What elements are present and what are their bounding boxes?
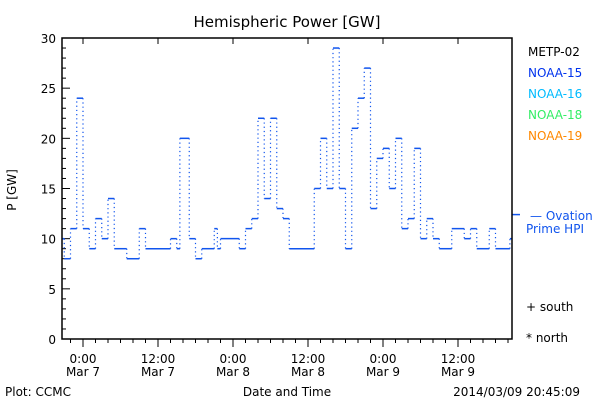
x-tick-label-date: Mar 7 xyxy=(66,365,100,379)
legend-entry-noaa-19: NOAA-19 xyxy=(528,129,582,143)
y-tick-label: 30 xyxy=(41,32,56,46)
plot-frame xyxy=(61,37,513,340)
footer-left: Plot: CCMC xyxy=(5,385,71,399)
footer-timestamp: 2014/03/09 20:45:09 xyxy=(453,385,580,399)
y-tick-label: 25 xyxy=(41,82,56,96)
x-tick-label-date: Mar 8 xyxy=(216,365,250,379)
x-axis-label: Date and Time xyxy=(243,385,331,399)
x-tick-label-date: Mar 7 xyxy=(141,365,175,379)
legend-entry-noaa-16: NOAA-16 xyxy=(528,87,582,101)
x-tick-label-time: 0:00 xyxy=(220,352,247,366)
y-tick-label: 10 xyxy=(41,233,56,247)
ovation-legend-line1: — Ovation xyxy=(530,209,593,223)
legend-entry-noaa-15: NOAA-15 xyxy=(528,66,582,80)
north-marker-legend: * north xyxy=(526,331,568,345)
y-tick-label: 5 xyxy=(48,283,56,297)
chart-title: Hemispheric Power [GW] xyxy=(194,13,381,31)
legend-entry-noaa-18: NOAA-18 xyxy=(528,108,582,122)
x-tick-label-time: 12:00 xyxy=(441,352,476,366)
y-tick-label: 20 xyxy=(41,132,56,146)
x-tick-label-date: Mar 9 xyxy=(366,365,400,379)
y-axis-label: P [GW] xyxy=(5,169,19,211)
x-tick-label-time: 12:00 xyxy=(141,352,176,366)
ovation-legend-line2: Prime HPI xyxy=(526,222,584,236)
x-tick-label-time: 12:00 xyxy=(291,352,326,366)
x-tick-label-date: Mar 8 xyxy=(291,365,325,379)
y-tick-label: 0 xyxy=(48,333,56,347)
x-tick-label-date: Mar 9 xyxy=(441,365,475,379)
x-tick-label-time: 0:00 xyxy=(70,352,97,366)
legend-entry-metp-02: METP-02 xyxy=(528,45,580,59)
south-marker-legend: + south xyxy=(526,300,573,314)
y-tick-label: 15 xyxy=(41,183,56,197)
x-tick-label-time: 0:00 xyxy=(370,352,397,366)
